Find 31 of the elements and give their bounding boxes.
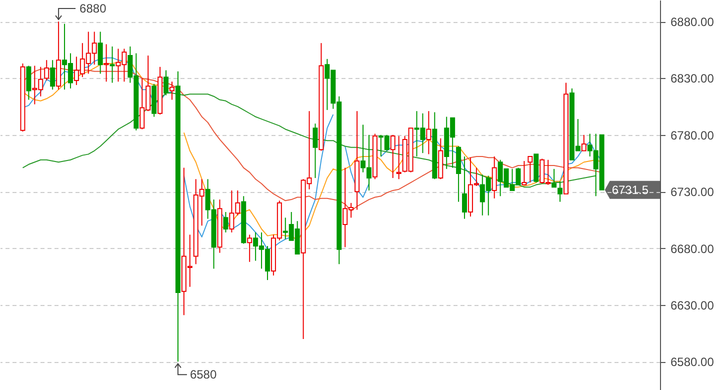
y-tick-label: 6730.00 (670, 185, 714, 200)
candlestick (396, 136, 402, 180)
candlestick (390, 134, 396, 178)
y-tick-label: 6780.00 (670, 128, 714, 142)
candlestick (26, 65, 32, 100)
y-tick-label: 6880.00 (670, 15, 714, 30)
annotation: 6880 (80, 2, 107, 16)
candlestick (522, 160, 527, 186)
candlestick (247, 234, 252, 262)
y-tick-label: 6580.00 (670, 355, 714, 370)
candlestick (426, 110, 432, 155)
candlestick (44, 60, 50, 81)
text: 6731.5 (612, 182, 649, 197)
candlestick (581, 134, 586, 152)
candlestick (492, 156, 497, 199)
candlestick (50, 60, 56, 90)
annotation: 6580 (190, 368, 217, 382)
candlestick (98, 31, 103, 74)
candlestick (104, 44, 109, 82)
candlestick (169, 81, 174, 100)
y-tick-label: 6830.00 (670, 72, 714, 86)
candlestick (558, 180, 563, 202)
candlestick (462, 156, 468, 220)
candlestick (312, 123, 318, 178)
candlestick (164, 70, 169, 96)
y-tick-label: 6630.00 (670, 298, 714, 312)
candlestick (223, 212, 228, 233)
candlestick (552, 168, 557, 188)
y-tick-label: 6680.00 (670, 242, 714, 256)
candlestick (528, 156, 533, 184)
candlestick (110, 46, 115, 84)
